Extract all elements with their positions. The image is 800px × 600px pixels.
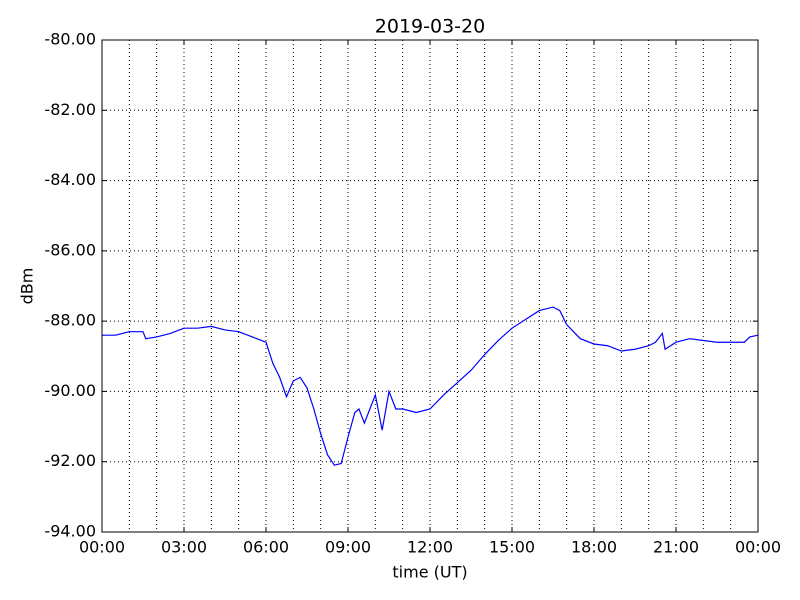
chart-title: 2019-03-20 xyxy=(375,16,485,38)
x-tick-label: 00:00 xyxy=(735,538,781,557)
y-tick-label: -92.00 xyxy=(44,451,96,470)
y-tick-label: -82.00 xyxy=(44,100,96,119)
x-tick-label: 12:00 xyxy=(407,538,453,557)
y-tick-label: -80.00 xyxy=(44,30,96,49)
x-tick-label: 00:00 xyxy=(79,538,125,557)
x-tick-label: 06:00 xyxy=(243,538,289,557)
y-tick-label: -84.00 xyxy=(44,170,96,189)
y-tick-label: -90.00 xyxy=(44,381,96,400)
y-tick-label: -88.00 xyxy=(44,311,96,330)
x-axis-label: time (UT) xyxy=(392,563,467,582)
x-tick-label: 09:00 xyxy=(325,538,371,557)
x-tick-label: 15:00 xyxy=(489,538,535,557)
y-axis-label: dBm xyxy=(18,268,37,305)
x-tick-label: 21:00 xyxy=(653,538,699,557)
y-tick-label: -94.00 xyxy=(44,522,96,541)
plot-frame xyxy=(101,39,759,533)
x-tick-label: 03:00 xyxy=(161,538,207,557)
x-tick-label: 18:00 xyxy=(571,538,617,557)
data-line xyxy=(102,306,759,466)
y-tick-label: -86.00 xyxy=(44,240,96,259)
